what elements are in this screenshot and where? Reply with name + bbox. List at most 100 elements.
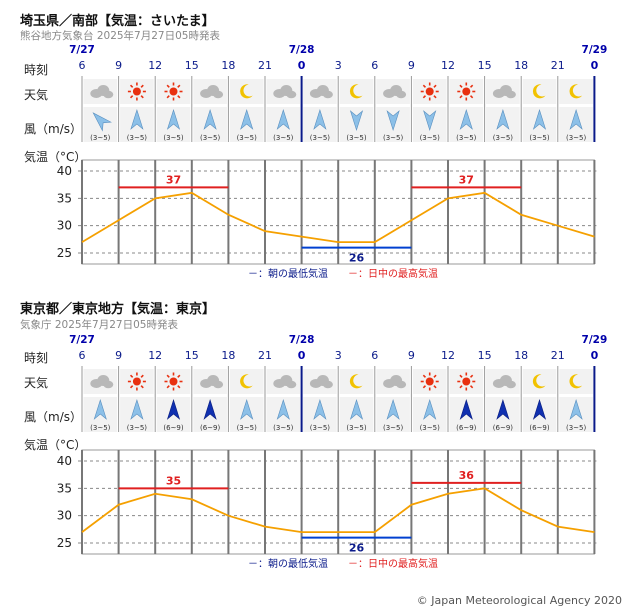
hour-label: 9 — [408, 59, 415, 72]
row-label-weather: 天気 — [24, 88, 49, 102]
moon-icon-shape — [240, 84, 253, 99]
cloud-icon — [309, 375, 333, 389]
sun-icon-ray — [469, 385, 474, 389]
wind-arrow-icon — [459, 399, 473, 420]
wind-speed-label: (3~5) — [383, 424, 404, 432]
cloud-icon — [383, 375, 407, 389]
cloud-icon-part — [505, 380, 516, 389]
wind-speed-label: (3~5) — [456, 134, 477, 142]
region-subtitle: 熊谷地方気象台 2025年7月27日05時発表 — [20, 30, 220, 42]
region-title: 埼玉県／南部【気温：さいたま】 — [20, 14, 215, 29]
hour-label: 0 — [591, 59, 599, 72]
cloud-icon — [90, 85, 114, 99]
sun-icon-ray — [469, 374, 474, 378]
y-tick-label: 35 — [57, 191, 72, 205]
moon-icon-shape — [349, 84, 363, 99]
moon-icon — [532, 84, 546, 99]
sun-icon-ray — [469, 95, 474, 99]
hour-label: 6 — [371, 349, 378, 362]
date-label: 7/29 — [582, 44, 608, 56]
wind-speed-label: (3~5) — [200, 134, 221, 142]
wind-arrow-icon — [240, 109, 254, 130]
sun-icon-ray — [166, 84, 170, 88]
weather-cell — [229, 369, 264, 394]
sun-icon-ray — [422, 84, 427, 88]
cloud-icon-part — [103, 380, 114, 389]
wind-speed-label: (3~5) — [420, 134, 441, 142]
wind-arrow-icon — [459, 109, 473, 130]
cloud-icon — [309, 85, 333, 99]
wind-arrow-icon — [532, 399, 547, 420]
weather-cell — [559, 369, 593, 394]
wind-speed-label: (3~5) — [90, 424, 111, 432]
sun-icon-ray — [177, 84, 181, 88]
cloud-icon — [383, 85, 407, 99]
wind-arrow-icon — [313, 399, 327, 420]
row-label-wind: 風（m/s） — [24, 410, 82, 424]
hour-label: 21 — [551, 349, 565, 362]
hour-label: 0 — [591, 349, 599, 362]
wind-speed-label: (6~9) — [529, 424, 550, 432]
date-label: 7/29 — [582, 334, 608, 346]
weather-cell — [522, 369, 557, 394]
wind-speed-label: (3~5) — [127, 134, 148, 142]
cloud-icon — [200, 375, 224, 389]
forecast-region-saitama: 埼玉県／南部【気温：さいたま】 熊谷地方気象台 2025年7月27日05時発表 … — [0, 0, 640, 290]
cloud-icon — [273, 85, 297, 99]
hour-label: 0 — [298, 59, 306, 72]
cloud-icon — [492, 375, 516, 389]
sun-icon-ray — [140, 374, 144, 378]
weather-cell — [339, 79, 374, 104]
wind-arrow-icon — [496, 399, 510, 420]
hour-label: 3 — [335, 349, 342, 362]
weather-cell — [339, 369, 374, 394]
hour-label: 18 — [221, 349, 235, 362]
row-label-time: 時刻 — [24, 351, 49, 365]
sun-icon-ray — [459, 95, 463, 99]
moon-icon — [349, 374, 363, 389]
hour-label: 15 — [185, 59, 199, 72]
row-label-weather: 天気 — [24, 376, 49, 390]
date-label: 7/27 — [69, 334, 95, 346]
sun-icon-core — [169, 87, 178, 96]
cloud-icon-part — [213, 380, 224, 389]
cloud-icon-part — [396, 380, 407, 389]
row-label-time: 時刻 — [24, 63, 49, 77]
sun-icon-ray — [129, 95, 134, 99]
wind-speed-label: (6~9) — [493, 424, 514, 432]
sun-icon-ray — [433, 385, 437, 389]
y-tick-label: 25 — [57, 536, 72, 550]
cloud-icon-part — [286, 90, 297, 99]
moon-icon-shape — [532, 84, 546, 99]
sun-icon-ray — [166, 385, 170, 389]
sun-icon-ray — [459, 84, 463, 88]
wind-arrow-icon — [386, 110, 400, 131]
hour-label: 21 — [258, 59, 272, 72]
sun-icon-ray — [140, 385, 144, 389]
wind-speed-label: (3~5) — [529, 134, 550, 142]
sun-icon-ray — [129, 84, 134, 88]
hour-label: 9 — [115, 59, 122, 72]
wind-speed-label: (3~5) — [90, 134, 111, 142]
sun-icon — [457, 372, 476, 391]
wind-arrow-icon — [240, 399, 254, 420]
sun-icon — [127, 82, 146, 101]
wind-arrow-icon — [130, 109, 144, 130]
temperature-line — [81, 487, 595, 534]
wind-speed-label: (3~5) — [310, 134, 331, 142]
wind-arrow-icon — [276, 109, 290, 130]
y-tick-label: 25 — [57, 246, 72, 260]
hour-label: 6 — [79, 349, 86, 362]
sun-icon-ray — [469, 84, 474, 88]
sun-icon-ray — [166, 95, 170, 99]
y-tick-label: 35 — [57, 481, 72, 495]
weather-cell — [559, 79, 593, 104]
max-temp-label: 35 — [166, 474, 181, 487]
sun-icon-ray — [459, 385, 463, 389]
hour-label: 0 — [298, 349, 306, 362]
legend-min: －：朝の最低気温 — [248, 267, 328, 280]
moon-icon-shape — [240, 374, 253, 389]
sun-icon-core — [132, 377, 141, 386]
date-label: 7/28 — [289, 334, 315, 346]
moon-icon — [569, 374, 583, 389]
